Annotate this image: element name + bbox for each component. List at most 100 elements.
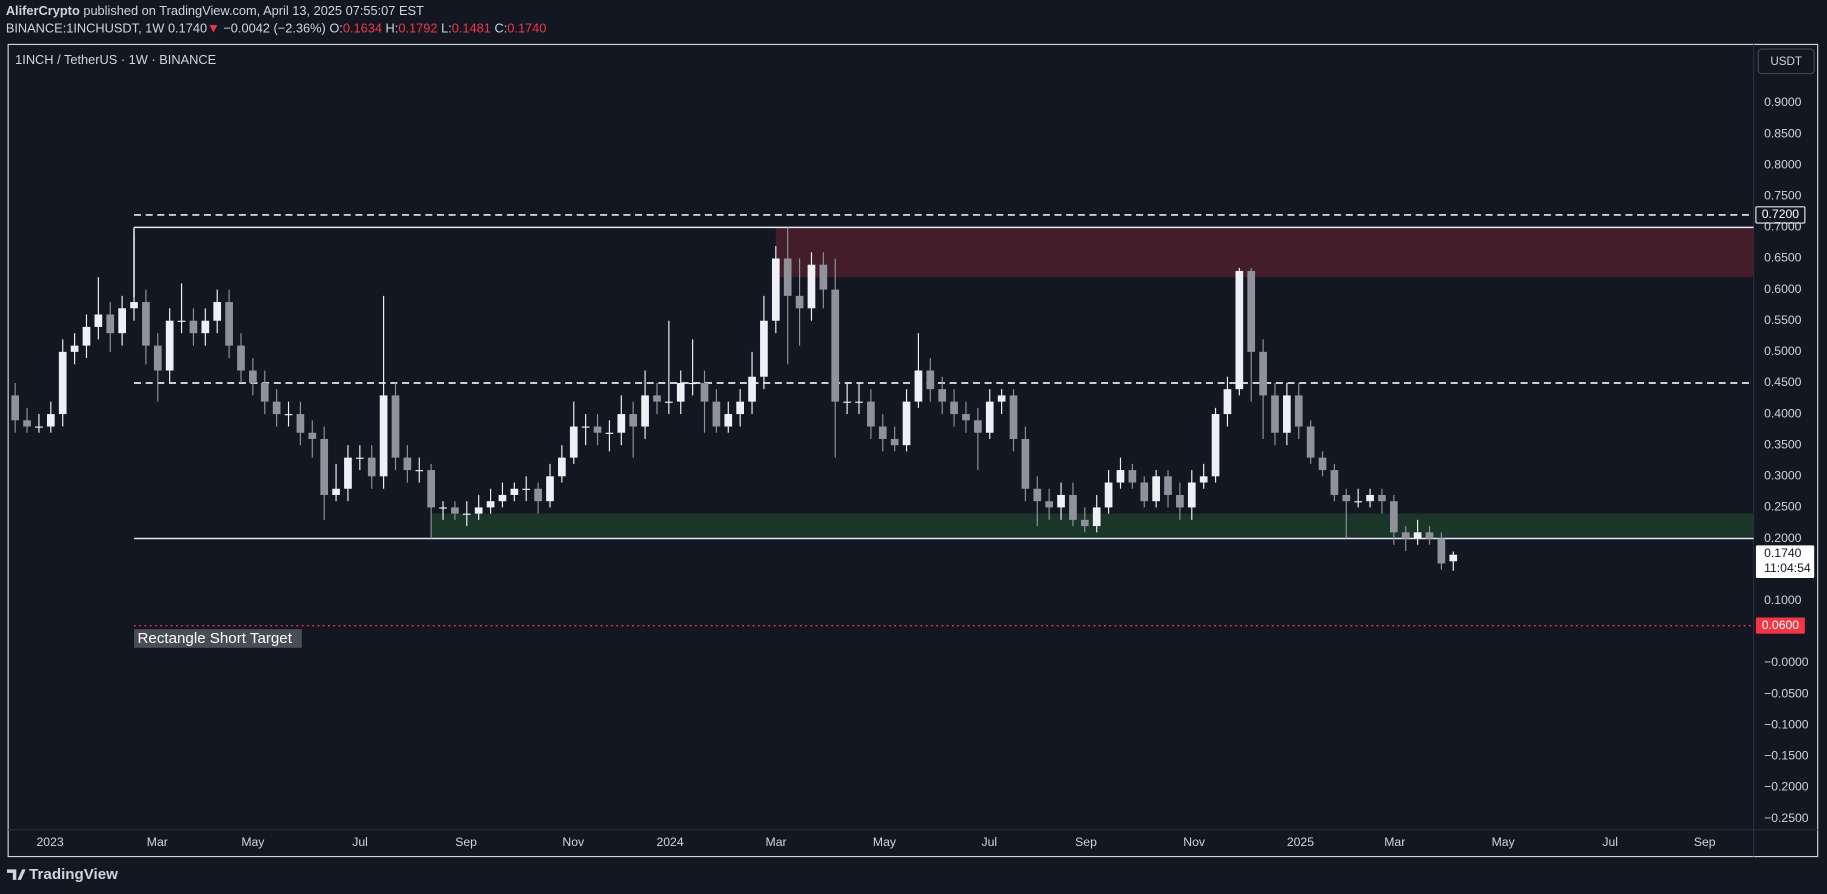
candle-body	[629, 414, 638, 427]
candle-body	[1330, 470, 1339, 495]
symbol-line: BINANCE:1INCHUSDT, 1W 0.1740▼ −0.0042 (−…	[6, 21, 547, 36]
x-tick-label: Sep	[1694, 835, 1716, 849]
candle-body	[581, 426, 590, 428]
x-tick-label: Jul	[352, 835, 368, 849]
candle-body	[1211, 414, 1220, 477]
y-tick-label: 0.5500	[1764, 313, 1802, 327]
x-tick-label: Sep	[1075, 835, 1097, 849]
candle-body	[902, 401, 911, 446]
zone	[431, 513, 1754, 539]
candle-body	[177, 320, 186, 322]
candle-body	[213, 302, 222, 321]
candle-body	[1116, 470, 1125, 483]
candle-body	[1378, 494, 1386, 502]
candle-body	[237, 345, 245, 371]
candle-body	[1437, 538, 1446, 564]
candle-body	[498, 494, 507, 502]
y-tick-label: −0.0000	[1764, 655, 1809, 669]
candle-body	[926, 370, 935, 390]
target-label: Rectangle Short Target	[138, 630, 293, 647]
candle-body	[641, 395, 649, 427]
candle-body	[1176, 494, 1184, 508]
candle-body	[320, 438, 329, 495]
candle-body	[1009, 395, 1018, 439]
y-tick-label: 0.9000	[1764, 95, 1802, 109]
candle-body	[878, 426, 887, 439]
candle-body	[1449, 554, 1458, 562]
price-label-box	[1755, 206, 1806, 224]
candle-body	[1128, 470, 1137, 483]
candle-body	[142, 302, 150, 346]
candle-body	[771, 258, 780, 321]
candle-body	[391, 395, 400, 458]
publisher: AliferCrypto	[6, 3, 80, 18]
candle-body	[1413, 532, 1422, 539]
currency-button[interactable]	[1757, 48, 1815, 75]
candle-body	[427, 470, 435, 508]
y-tick-label: 0.2500	[1764, 500, 1802, 514]
candle-body	[665, 401, 673, 403]
y-tick-label: 0.7500	[1764, 189, 1802, 203]
arrow: ▼	[207, 21, 220, 36]
candle-body	[962, 414, 970, 421]
candle-body	[1235, 270, 1244, 390]
candle-body	[94, 314, 103, 327]
candle-body	[1425, 532, 1434, 539]
x-tick-label: May	[241, 835, 265, 849]
candle-body	[344, 457, 352, 489]
ohlc-value: 0.1740	[507, 21, 546, 36]
candle-body	[569, 426, 578, 458]
candle-body	[1342, 494, 1351, 502]
y-tick-label: 0.6000	[1764, 282, 1802, 296]
brand: TradingView	[29, 866, 118, 883]
candle-body	[249, 370, 257, 383]
candle-body	[272, 401, 281, 415]
candle-body	[974, 420, 982, 433]
y-tick-label: −0.1000	[1764, 717, 1809, 731]
candle-body	[1033, 488, 1042, 502]
x-tick-label: May	[873, 835, 897, 849]
y-tick-label: −0.2000	[1764, 780, 1809, 794]
candle-body	[46, 414, 55, 427]
candle-body	[1283, 395, 1291, 433]
candle-body	[1187, 482, 1196, 508]
candle-body	[284, 414, 293, 416]
candle-body	[1271, 395, 1279, 433]
x-tick-label: Jul	[981, 835, 997, 849]
candle-body	[653, 395, 661, 402]
candle-body	[546, 476, 554, 502]
x-tick-label: Nov	[1183, 835, 1206, 849]
price-label: 0.7200	[1762, 207, 1800, 221]
candle-body	[201, 320, 210, 334]
candle-body	[843, 401, 851, 403]
candle-body	[189, 320, 198, 334]
candle-body	[1021, 438, 1030, 489]
candle-body	[1294, 395, 1303, 427]
symbol: BINANCE:1INCHUSDT, 1W	[6, 21, 165, 36]
ohlc-value: 0.1634	[343, 21, 382, 36]
ohlc-label: L:	[441, 21, 452, 36]
candle-body	[795, 295, 804, 309]
candle-body	[474, 507, 483, 514]
candle-body	[748, 376, 756, 402]
candle-body	[724, 414, 733, 427]
x-tick-label: 2024	[656, 835, 683, 849]
candle-body	[106, 314, 115, 334]
candle-body	[712, 401, 721, 427]
y-tick-label: 0.5000	[1764, 344, 1802, 358]
candle-body	[1401, 532, 1410, 539]
x-tick-label: Mar	[1384, 835, 1405, 849]
y-tick-label: 0.7000	[1764, 220, 1802, 234]
published: published on TradingView.com, April 13, …	[83, 3, 424, 18]
currency[interactable]: USDT	[1770, 55, 1802, 68]
candle-body	[1069, 494, 1077, 520]
candle-body	[23, 420, 31, 427]
y-tick-label: −0.0500	[1764, 686, 1809, 700]
candle-body	[950, 401, 958, 415]
candle-body	[1259, 351, 1267, 396]
candle-body	[70, 345, 79, 352]
candle-body	[1199, 476, 1208, 483]
x-tick-label: Jul	[1602, 835, 1618, 849]
